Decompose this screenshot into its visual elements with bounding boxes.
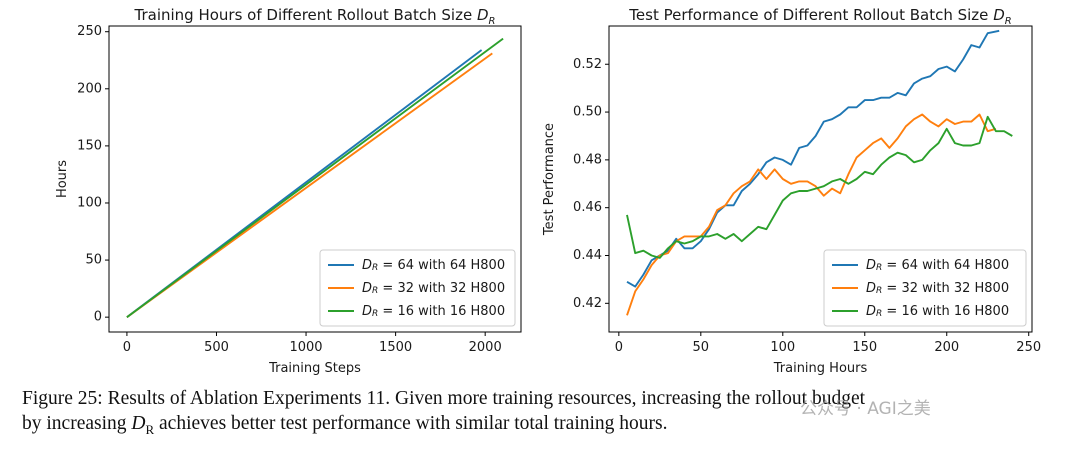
x-axis-label: Training Steps <box>268 361 361 376</box>
legend-var-sub: R <box>876 309 882 319</box>
legend-var-sub: R <box>372 309 378 319</box>
x-tick-label: 200 <box>934 340 959 355</box>
y-tick-label: 100 <box>77 195 102 210</box>
legend-var-sub: R <box>876 263 882 273</box>
legend-label-0: DR = 64 with 64 H800 <box>866 258 1009 274</box>
chart-title-var: D <box>477 6 489 24</box>
figure-caption: Figure 25: Results of Ablation Experimen… <box>22 386 1062 442</box>
x-tick-label: 0 <box>123 340 131 355</box>
legend-text: = 16 with 16 H800 <box>378 304 505 319</box>
chart-test-performance: Test Performance of Different Rollout Ba… <box>542 6 1041 376</box>
caption-var-sub: R <box>145 421 155 437</box>
legend-text: = 32 with 32 H800 <box>378 281 505 296</box>
legend-var-sub: R <box>876 286 882 296</box>
x-tick-label: 1500 <box>379 340 412 355</box>
legend-text: = 16 with 16 H800 <box>882 304 1009 319</box>
y-tick-label: 0.50 <box>573 105 602 120</box>
y-axis-label: Hours <box>55 160 70 198</box>
x-tick-label: 1000 <box>289 340 322 355</box>
legend-var: D <box>866 258 876 273</box>
plot-frame <box>108 25 522 333</box>
caption-var: D <box>131 413 146 434</box>
legend-label-0: DR = 64 with 64 H800 <box>362 258 505 274</box>
watermark: 公众号 · AGI之美 <box>800 399 931 419</box>
legend-var: D <box>362 258 372 273</box>
legend-label-2: DR = 16 with 16 H800 <box>866 304 1009 320</box>
legend-text: = 32 with 32 H800 <box>882 281 1009 296</box>
series-line-2 <box>626 115 1013 259</box>
legend-var-sub: R <box>372 263 378 273</box>
y-tick-label: 0 <box>94 310 102 325</box>
x-tick-label: 250 <box>1016 340 1041 355</box>
chart-title: Training Hours of Different Rollout Batc… <box>134 6 496 27</box>
chart-title-text: Training Hours of Different Rollout Batc… <box>134 6 477 24</box>
legend-var-sub: R <box>372 286 378 296</box>
legend-label-1: DR = 32 with 32 H800 <box>866 281 1009 297</box>
x-tick-label: 100 <box>770 340 795 355</box>
series-line-1 <box>626 113 997 316</box>
caption-line-2-prefix: by increasing <box>22 413 132 434</box>
chart-title-var: D <box>993 6 1005 24</box>
y-tick-label: 0.42 <box>573 296 602 311</box>
series-line-0 <box>626 29 1000 288</box>
legend-label-1: DR = 32 with 32 H800 <box>362 281 505 297</box>
chart-title: Test Performance of Different Rollout Ba… <box>628 6 1011 27</box>
plot-frame <box>608 25 1033 333</box>
series-line-2 <box>126 37 504 318</box>
caption-line-2: by increasing DR achieves better test pe… <box>22 411 1062 442</box>
legend-text: = 64 with 64 H800 <box>378 258 505 273</box>
caption-line-2-suffix: achieves better test performance with si… <box>154 413 668 434</box>
x-tick-label: 0 <box>615 340 623 355</box>
caption-line-1: Figure 25: Results of Ablation Experimen… <box>22 388 866 409</box>
legend-var: D <box>866 281 876 296</box>
chart-title-var-sub: R <box>1005 16 1012 27</box>
y-tick-label: 150 <box>77 138 102 153</box>
y-tick-label: 0.46 <box>573 200 602 215</box>
y-tick-label: 250 <box>77 24 102 39</box>
x-axis-label: Training Hours <box>773 361 868 376</box>
y-tick-label: 0.44 <box>573 248 602 263</box>
figure-charts: Training Hours of Different Rollout Batc… <box>55 6 1041 376</box>
x-tick-label: 50 <box>693 340 710 355</box>
legend-label-2: DR = 16 with 16 H800 <box>362 304 505 320</box>
chart-training-hours: Training Hours of Different Rollout Batc… <box>55 6 522 376</box>
y-tick-label: 0.52 <box>573 57 602 72</box>
y-tick-label: 50 <box>85 253 102 268</box>
chart-title-text: Test Performance of Different Rollout Ba… <box>628 6 993 24</box>
legend-text: = 64 with 64 H800 <box>882 258 1009 273</box>
legend-box <box>823 249 1027 327</box>
chart-title-var-sub: R <box>489 16 496 27</box>
legend-box <box>319 249 516 327</box>
legend-var: D <box>866 304 876 319</box>
x-tick-label: 150 <box>852 340 877 355</box>
legend-var: D <box>362 304 372 319</box>
legend-var: D <box>362 281 372 296</box>
y-tick-label: 0.48 <box>573 152 602 167</box>
y-tick-label: 200 <box>77 81 102 96</box>
y-axis-label: Test Performance <box>542 123 557 236</box>
x-tick-label: 500 <box>204 340 229 355</box>
x-tick-label: 2000 <box>469 340 502 355</box>
